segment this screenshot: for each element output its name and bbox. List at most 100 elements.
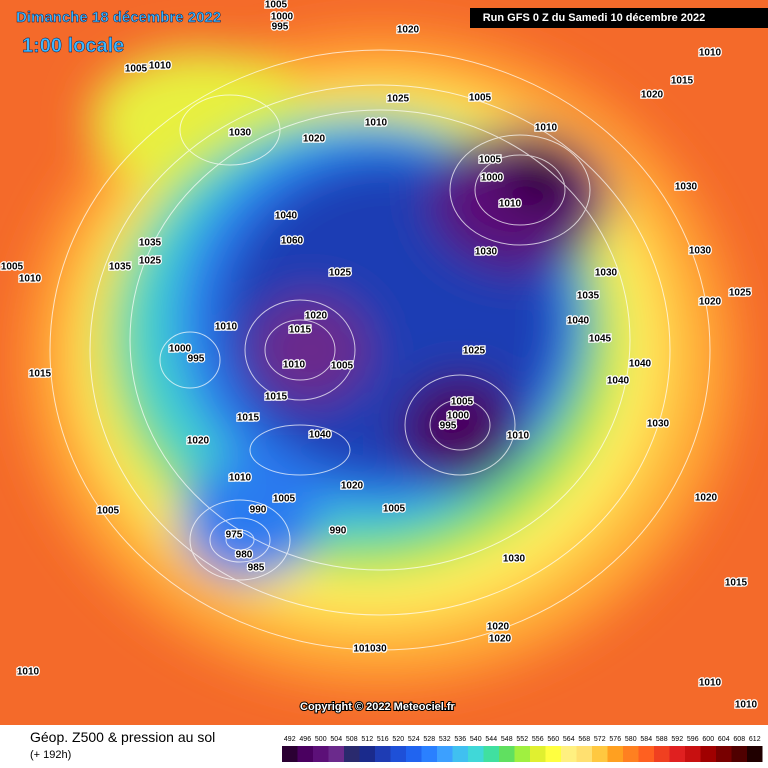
- scale-label: 540: [470, 736, 482, 743]
- pressure-label: 1015: [671, 76, 694, 87]
- pressure-label: 1005: [273, 494, 296, 505]
- scale-label: 556: [532, 736, 544, 743]
- pressure-label: 1000: [169, 344, 192, 355]
- pressure-label: 1020: [489, 634, 512, 645]
- scale-swatch: [685, 746, 701, 762]
- scale-label: 548: [501, 736, 513, 743]
- pressure-label: 1020: [305, 311, 328, 322]
- scale-label: 580: [625, 736, 637, 743]
- footer-subtitle: (+ 192h): [30, 749, 71, 761]
- scale-label: 496: [299, 736, 311, 743]
- pressure-label: 1020: [397, 25, 420, 36]
- run-info: Run GFS 0 Z du Samedi 10 décembre 2022: [483, 12, 706, 24]
- scale-label: 520: [392, 736, 404, 743]
- scale-swatch: [638, 746, 654, 762]
- scale-label: 612: [749, 736, 761, 743]
- pressure-label: 1010: [365, 118, 388, 129]
- pressure-label: 1025: [463, 346, 486, 357]
- scale-swatch: [468, 746, 484, 762]
- scale-label: 500: [315, 736, 327, 743]
- pressure-label: 1015: [289, 325, 312, 336]
- pressure-label: 1020: [187, 436, 210, 447]
- scale-label: 524: [408, 736, 420, 743]
- pressure-label: 995: [440, 421, 457, 432]
- pressure-label: 1020: [641, 90, 664, 101]
- pressure-label: 1005: [479, 155, 502, 166]
- pressure-label: 1060: [281, 236, 304, 247]
- scale-swatch: [421, 746, 437, 762]
- pressure-label: 1030: [475, 247, 498, 258]
- scale-label: 512: [361, 736, 373, 743]
- pressure-label: 1040: [607, 376, 630, 387]
- pressure-label: 1030: [229, 128, 252, 139]
- scale-label: 528: [423, 736, 435, 743]
- pressure-label: 1035: [577, 291, 600, 302]
- local-time: 1:00 locale: [22, 35, 124, 57]
- isobars: [49, 49, 711, 651]
- pressure-label: 1005: [97, 506, 120, 517]
- pressure-label: 1025: [139, 256, 162, 267]
- pressure-label: 1030: [647, 419, 670, 430]
- pressure-label: 1010: [535, 123, 558, 134]
- pressure-label: 1000: [481, 173, 504, 184]
- scale-swatch: [375, 746, 391, 762]
- scale-swatch: [390, 746, 406, 762]
- run-banner: [470, 8, 768, 28]
- color-scale: 492 496 500 504 508 512 516 520 524 528 532 536 540 5…: [282, 736, 763, 762]
- pressure-label: 1010: [19, 274, 42, 285]
- pressure-label: 1005: [265, 0, 288, 11]
- scale-label: 588: [656, 736, 668, 743]
- scale-label: 544: [485, 736, 497, 743]
- pressure-label: 1010: [283, 360, 306, 371]
- scale-label: 560: [547, 736, 559, 743]
- scale-swatch: [561, 746, 577, 762]
- pressure-label: 1030: [595, 268, 618, 279]
- pressure-label: 1020: [699, 297, 722, 308]
- copyright: Copyright © 2022 Meteociel.fr: [300, 701, 456, 713]
- pressure-label: 1005: [331, 361, 354, 372]
- scale-label: 564: [563, 736, 575, 743]
- scale-swatch: [654, 746, 670, 762]
- pressure-label: 995: [272, 22, 289, 33]
- scale-swatch: [545, 746, 561, 762]
- pressure-label: 1010: [149, 61, 172, 72]
- scale-swatch: [297, 746, 313, 762]
- pressure-label: 1030: [689, 246, 712, 257]
- scale-label: 568: [578, 736, 590, 743]
- pressure-label: 1010: [17, 667, 40, 678]
- scale-label: 592: [671, 736, 683, 743]
- pressure-label: 1005: [383, 504, 406, 515]
- pressure-label: 985: [248, 563, 265, 574]
- pressure-label: 1010: [507, 431, 530, 442]
- pressure-label: 980: [236, 550, 253, 561]
- scale-label: 492: [284, 736, 296, 743]
- scale-swatch: [514, 746, 530, 762]
- scale-swatch: [607, 746, 623, 762]
- scale-swatch: [576, 746, 592, 762]
- scale-label: 608: [733, 736, 745, 743]
- pressure-label: 1020: [695, 493, 718, 504]
- pressure-label: 1010: [699, 48, 722, 59]
- pressure-label: 1020: [487, 622, 510, 633]
- scale-label: 584: [640, 736, 652, 743]
- pressure-label: 1040: [567, 316, 590, 327]
- pressure-label: 1030: [675, 182, 698, 193]
- scale-swatch: [344, 746, 360, 762]
- pressure-label: 1025: [729, 288, 752, 299]
- pressure-label: 1005: [125, 64, 148, 75]
- pressure-label: 1040: [629, 359, 652, 370]
- footer-title: Géop. Z500 & pression au sol: [30, 729, 215, 745]
- pressure-label: 1010: [699, 678, 722, 689]
- pressure-label: 101030: [353, 644, 387, 655]
- pressure-label: 1015: [29, 369, 52, 380]
- scale-swatch: [700, 746, 716, 762]
- scale-label: 600: [702, 736, 714, 743]
- pressure-label: 1015: [725, 578, 748, 589]
- pressure-label: 995: [188, 354, 205, 365]
- scale-label: 596: [687, 736, 699, 743]
- date: Dimanche 18 décembre 2022: [16, 9, 221, 26]
- scale-swatch: [483, 746, 499, 762]
